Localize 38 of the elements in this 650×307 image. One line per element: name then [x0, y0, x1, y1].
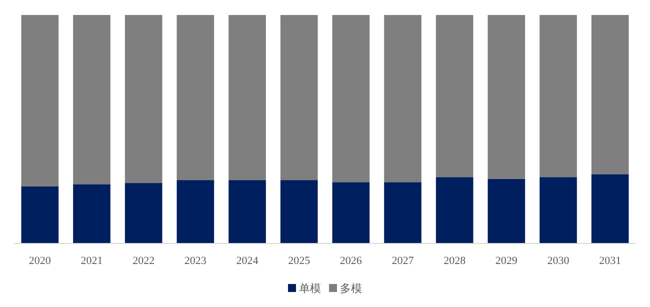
- bar: [73, 184, 110, 243]
- x-tick-label: 2020: [28, 255, 52, 267]
- bar: [124, 183, 162, 243]
- bar: [21, 186, 59, 243]
- bar: [280, 180, 318, 243]
- bar: [176, 180, 214, 243]
- x-tick-label: 2026: [340, 255, 362, 267]
- legend-label: 多模: [340, 283, 362, 295]
- bar: [228, 15, 266, 180]
- bar: [540, 15, 577, 178]
- x-tick-label: 2025: [288, 255, 311, 267]
- bar: [332, 15, 370, 182]
- x-tick-label: 2024: [236, 255, 259, 267]
- x-tick-label: 2027: [392, 255, 414, 267]
- bar: [176, 15, 214, 180]
- bar: [21, 15, 59, 186]
- bar: [488, 178, 526, 243]
- bar: [228, 180, 266, 243]
- bar: [124, 15, 162, 184]
- bar: [540, 177, 577, 243]
- bar: [436, 177, 474, 243]
- bar: [384, 182, 422, 243]
- bar: [73, 15, 110, 184]
- x-tick-label: 2028: [444, 255, 466, 267]
- bar: [591, 174, 629, 243]
- bar: [488, 15, 526, 179]
- bar: [384, 15, 422, 182]
- x-tick-label: 2031: [599, 255, 622, 267]
- legend-label: 单模: [299, 282, 321, 295]
- bar: [591, 15, 629, 174]
- bar: [332, 182, 370, 243]
- x-tick-label: 2029: [495, 255, 518, 267]
- x-tick-label: 2030: [547, 255, 570, 267]
- bar: [436, 15, 474, 178]
- x-tick-label: 2021: [80, 255, 103, 267]
- bar: [280, 15, 318, 180]
- x-tick-label: 2023: [184, 255, 207, 267]
- x-tick-label: 2022: [132, 255, 155, 267]
